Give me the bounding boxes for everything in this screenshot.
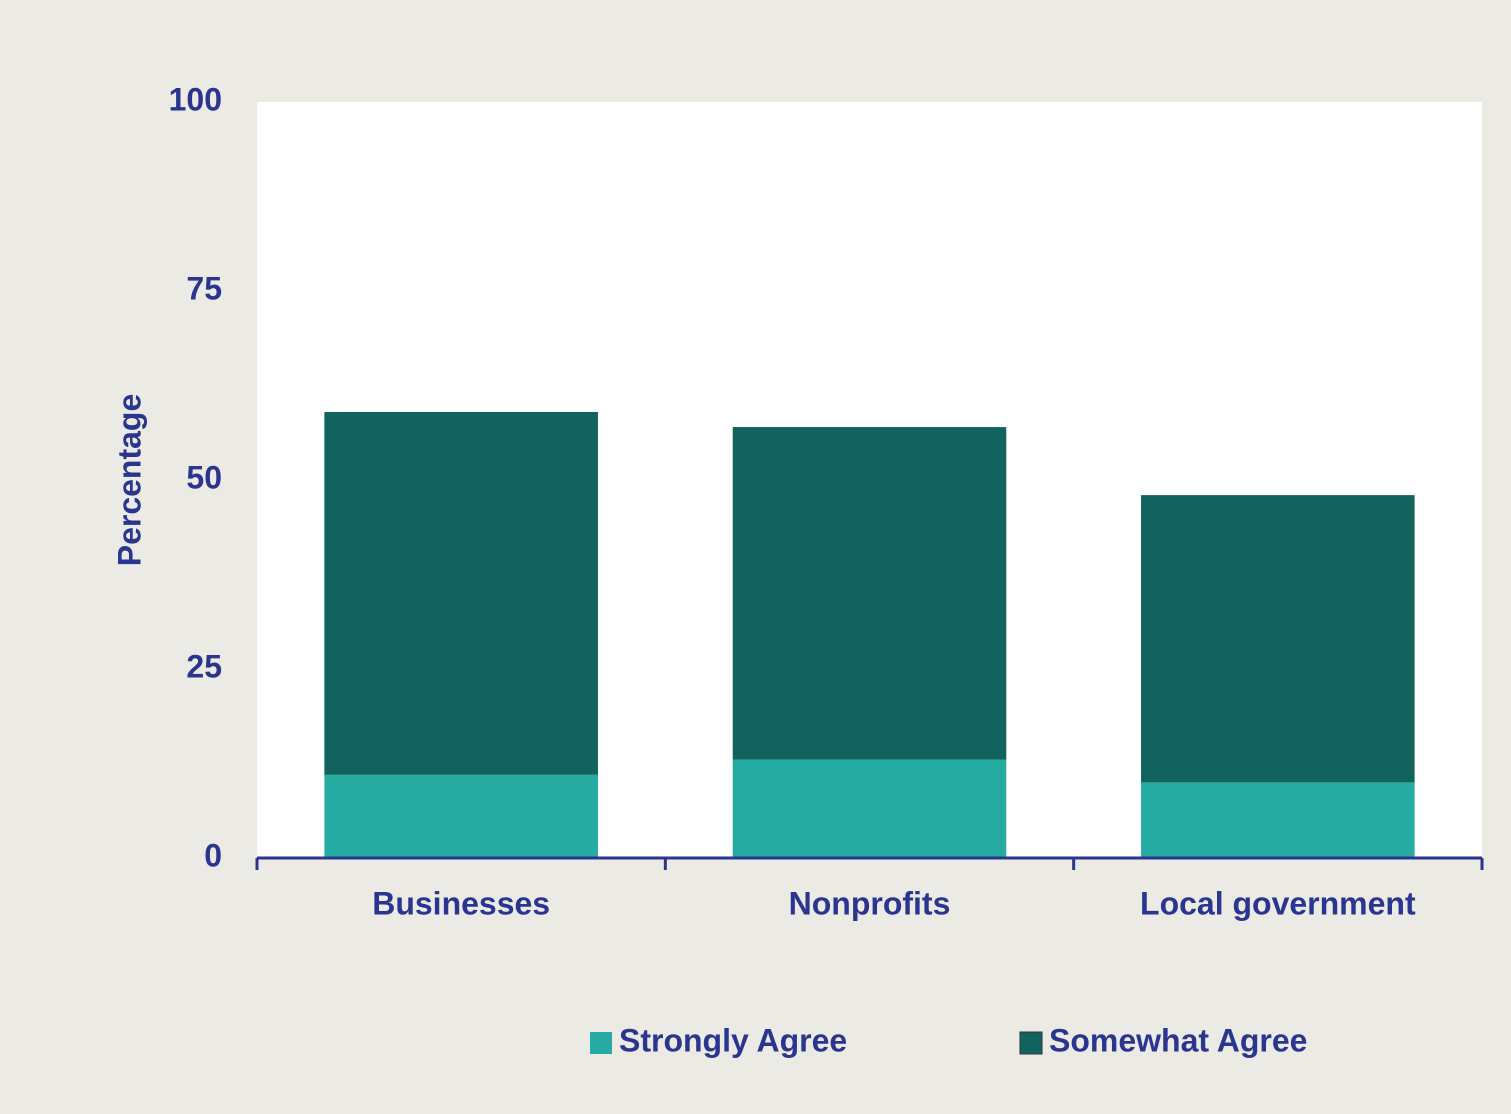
y-tick-label: 100	[169, 81, 222, 117]
x-tick-label: Local government	[1140, 885, 1416, 921]
legend-swatch	[590, 1032, 612, 1054]
y-tick-label: 75	[186, 270, 222, 306]
bar	[324, 774, 598, 858]
legend-swatch	[1019, 1031, 1043, 1055]
x-tick-label: Nonprofits	[789, 885, 951, 921]
y-tick-label: 50	[186, 459, 222, 495]
legend-label: Strongly Agree	[619, 1022, 847, 1058]
y-axis-label: Percentage	[111, 394, 147, 567]
bar	[324, 411, 598, 775]
legend-label: Somewhat Agree	[1049, 1022, 1307, 1058]
y-tick-label: 0	[204, 837, 222, 873]
bar	[1141, 782, 1415, 858]
y-tick-label: 25	[186, 648, 222, 684]
x-tick-label: Businesses	[372, 885, 550, 921]
bar	[732, 427, 1007, 760]
bar	[732, 759, 1007, 858]
bar	[1141, 495, 1415, 783]
